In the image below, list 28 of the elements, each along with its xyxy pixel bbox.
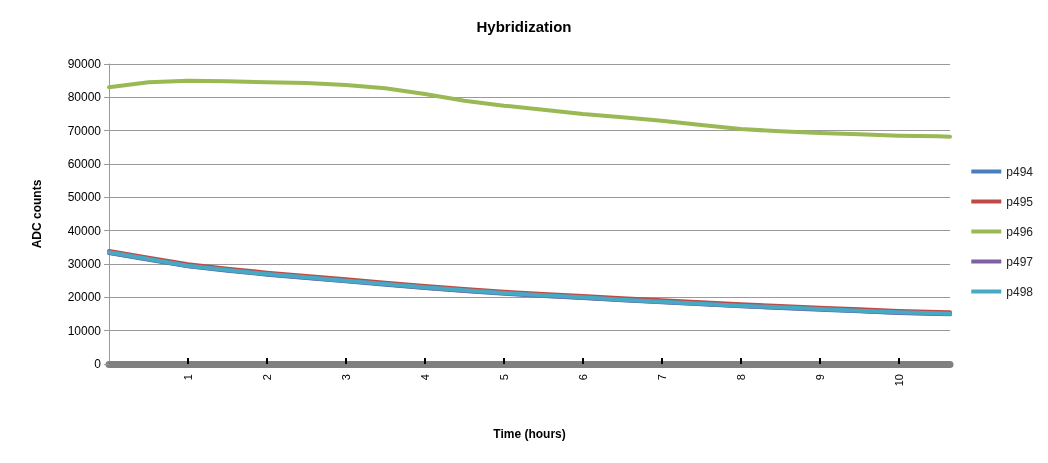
- y-tick-label: 40000: [67, 223, 102, 238]
- x-tick-label: 10: [892, 374, 905, 387]
- x-tick-label: 5: [497, 374, 510, 381]
- y-tick-label: 50000: [67, 190, 102, 205]
- legend-label: p496: [1006, 224, 1034, 239]
- legend-label: p498: [1006, 284, 1034, 299]
- x-tick-label: 2: [260, 374, 273, 381]
- y-tick-label: 80000: [67, 90, 102, 105]
- y-tick-label: 70000: [67, 123, 102, 138]
- x-tick-label: 9: [813, 374, 826, 381]
- y-tick-label: 60000: [67, 157, 102, 171]
- x-axis-title: Time (hours): [493, 427, 566, 441]
- x-tick-label: 1: [181, 374, 194, 381]
- x-tick-label: 3: [339, 374, 352, 381]
- x-tick-label: 6: [576, 374, 589, 381]
- y-tick-label: 30000: [67, 257, 102, 271]
- chart-title: Hybridization: [476, 18, 572, 35]
- legend-label: p495: [1006, 194, 1034, 209]
- x-tick-label: 4: [418, 374, 431, 381]
- y-tick-label: 10000: [67, 323, 102, 338]
- legend-label: p494: [1006, 164, 1034, 179]
- x-tick-label: 8: [734, 374, 747, 381]
- legend-label: p497: [1006, 254, 1034, 269]
- y-tick-label: 90000: [67, 57, 102, 71]
- y-tick-label: 20000: [67, 290, 102, 305]
- x-tick-label: 7: [655, 374, 668, 381]
- y-axis-title: ADC counts: [30, 179, 44, 249]
- y-tick-label: 0: [94, 357, 102, 371]
